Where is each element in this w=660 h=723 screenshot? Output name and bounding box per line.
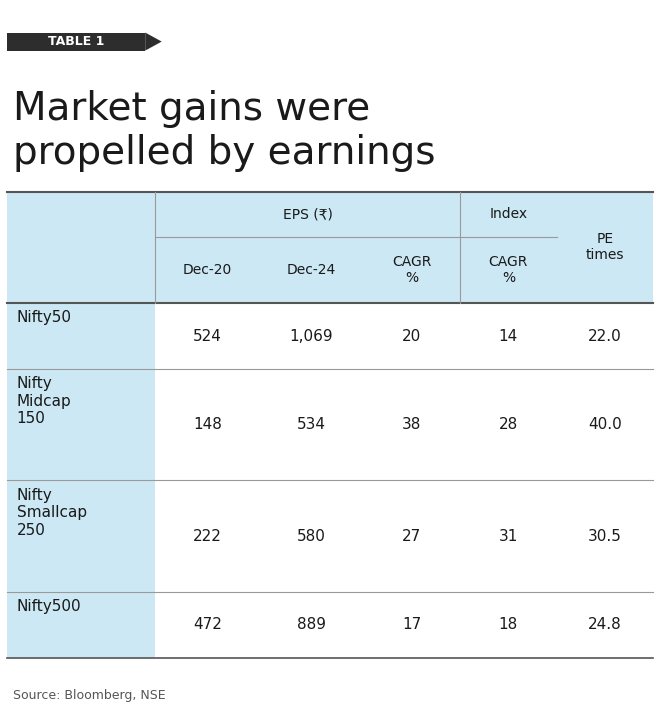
Text: 472: 472 (193, 617, 222, 633)
Text: 40.0: 40.0 (588, 417, 622, 432)
Text: PE
times: PE times (586, 232, 624, 262)
Text: CAGR
%: CAGR % (392, 255, 432, 285)
Text: propelled by earnings: propelled by earnings (13, 134, 436, 172)
Text: 14: 14 (499, 328, 518, 343)
Text: Nifty
Midcap
150: Nifty Midcap 150 (16, 376, 71, 426)
Text: TABLE 1: TABLE 1 (48, 35, 104, 48)
Text: 20: 20 (402, 328, 421, 343)
Text: Market gains were: Market gains were (13, 90, 370, 129)
Text: 22.0: 22.0 (588, 328, 622, 343)
Text: Nifty50: Nifty50 (16, 310, 71, 325)
Text: Nifty500: Nifty500 (16, 599, 81, 614)
Text: 17: 17 (402, 617, 421, 633)
FancyBboxPatch shape (7, 33, 145, 51)
Text: Index: Index (489, 208, 527, 221)
FancyBboxPatch shape (7, 192, 653, 303)
Text: 18: 18 (499, 617, 518, 633)
Text: Dec-20: Dec-20 (183, 263, 232, 277)
Text: 524: 524 (193, 328, 222, 343)
Text: CAGR
%: CAGR % (489, 255, 528, 285)
Text: 24.8: 24.8 (588, 617, 622, 633)
Text: 27: 27 (402, 529, 421, 544)
Text: Source: Bloomberg, NSE: Source: Bloomberg, NSE (13, 689, 166, 702)
Text: 1,069: 1,069 (290, 328, 333, 343)
Text: 28: 28 (499, 417, 518, 432)
Text: 31: 31 (499, 529, 518, 544)
Text: Nifty
Smallcap
250: Nifty Smallcap 250 (16, 488, 86, 537)
Polygon shape (145, 33, 162, 51)
Text: 889: 889 (297, 617, 326, 633)
Text: 222: 222 (193, 529, 222, 544)
Text: 534: 534 (297, 417, 326, 432)
Text: 30.5: 30.5 (588, 529, 622, 544)
Text: 580: 580 (297, 529, 326, 544)
Text: EPS (₹): EPS (₹) (282, 208, 333, 221)
FancyBboxPatch shape (7, 303, 155, 658)
Text: Dec-24: Dec-24 (287, 263, 336, 277)
Text: 38: 38 (402, 417, 422, 432)
Text: 148: 148 (193, 417, 222, 432)
